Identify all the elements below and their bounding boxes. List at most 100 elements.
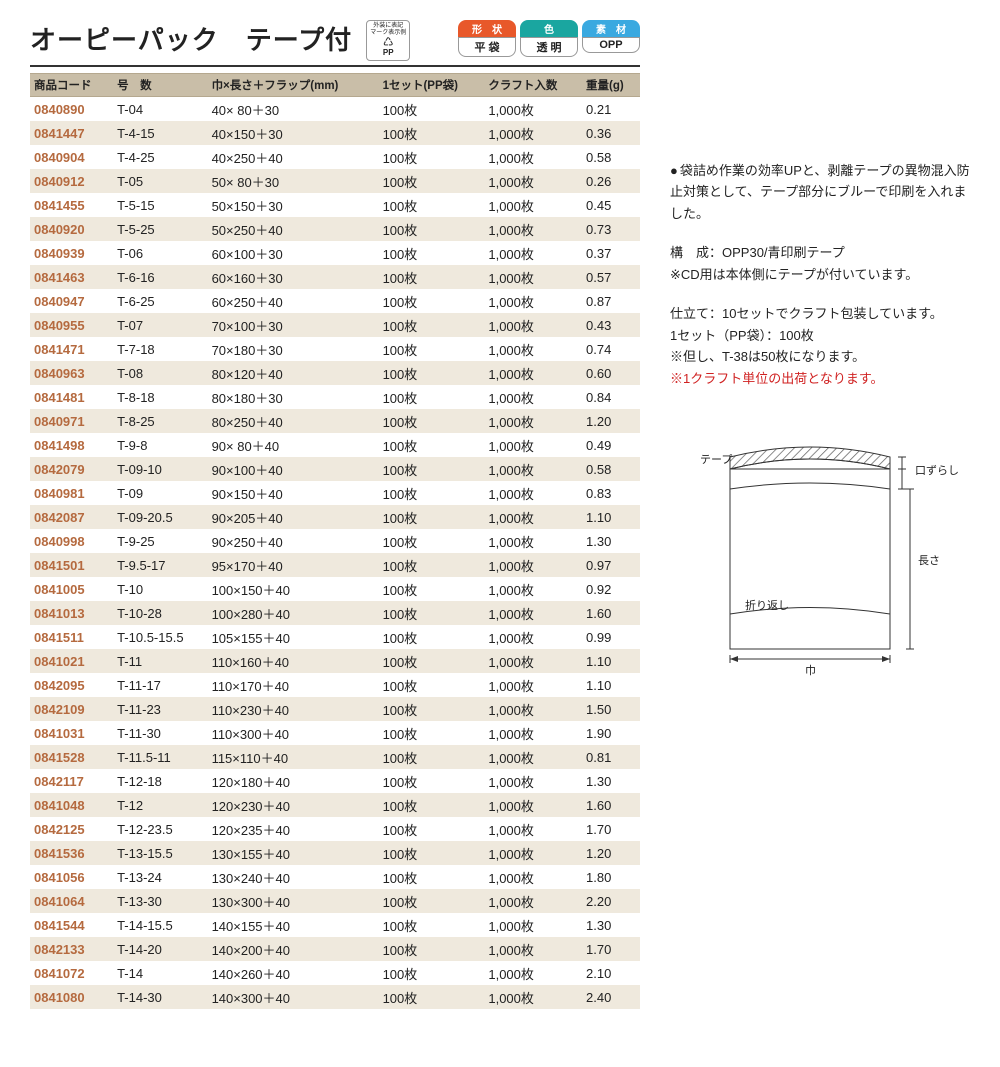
table-cell: T-04 xyxy=(113,97,207,122)
table-cell: 0.57 xyxy=(582,265,640,289)
table-cell: 0.83 xyxy=(582,481,640,505)
table-cell: 100枚 xyxy=(379,937,485,961)
table-cell: 100枚 xyxy=(379,289,485,313)
table-row: 0842095T-11-17110×170＋40100枚1,000枚1.10 xyxy=(30,673,640,697)
product-code: 0840971 xyxy=(30,409,113,433)
table-cell: 100枚 xyxy=(379,961,485,985)
table-cell: T-10 xyxy=(113,577,207,601)
table-cell: 130×240＋40 xyxy=(208,865,379,889)
product-code: 0842117 xyxy=(30,769,113,793)
table-cell: 0.49 xyxy=(582,433,640,457)
table-cell: 1,000枚 xyxy=(484,673,582,697)
product-code: 0840939 xyxy=(30,241,113,265)
product-code: 0841072 xyxy=(30,961,113,985)
product-code: 0840890 xyxy=(30,97,113,122)
table-cell: 1,000枚 xyxy=(484,817,582,841)
table-cell: 0.99 xyxy=(582,625,640,649)
product-code: 0841544 xyxy=(30,913,113,937)
table-cell: T-14-15.5 xyxy=(113,913,207,937)
table-cell: 100枚 xyxy=(379,889,485,913)
table-row: 0841021T-11110×160＋40100枚1,000枚1.10 xyxy=(30,649,640,673)
table-cell: 1,000枚 xyxy=(484,601,582,625)
product-code: 0840920 xyxy=(30,217,113,241)
spec-table: 商品コード号 数巾×長さ＋フラップ(mm)1セット(PP袋)クラフト入数重量(g… xyxy=(30,73,640,1009)
table-cell: 70×180＋30 xyxy=(208,337,379,361)
table-cell: 130×155＋40 xyxy=(208,841,379,865)
table-cell: 1.30 xyxy=(582,913,640,937)
table-cell: 1.70 xyxy=(582,937,640,961)
table-cell: 100枚 xyxy=(379,577,485,601)
product-code: 0841481 xyxy=(30,385,113,409)
table-cell: 100枚 xyxy=(379,337,485,361)
table-cell: T-6-25 xyxy=(113,289,207,313)
table-cell: 100枚 xyxy=(379,241,485,265)
product-code: 0842087 xyxy=(30,505,113,529)
table-cell: 100枚 xyxy=(379,169,485,193)
table-cell: 100枚 xyxy=(379,793,485,817)
table-cell: 100枚 xyxy=(379,145,485,169)
table-cell: 100枚 xyxy=(379,433,485,457)
table-row: 0842133T-14-20140×200＋40100枚1,000枚1.70 xyxy=(30,937,640,961)
table-cell: 2.10 xyxy=(582,961,640,985)
table-cell: 50×150＋30 xyxy=(208,193,379,217)
table-row: 0841463T-6-1660×160＋30100枚1,000枚0.57 xyxy=(30,265,640,289)
table-cell: 140×155＋40 xyxy=(208,913,379,937)
table-cell: 1.70 xyxy=(582,817,640,841)
product-code: 0840947 xyxy=(30,289,113,313)
table-cell: 100枚 xyxy=(379,409,485,433)
column-header: 号 数 xyxy=(113,74,207,97)
table-row: 0842087T-09-20.590×205＋40100枚1,000枚1.10 xyxy=(30,505,640,529)
table-row: 0841072T-14140×260＋40100枚1,000枚2.10 xyxy=(30,961,640,985)
table-cell: 1,000枚 xyxy=(484,721,582,745)
table-cell: 0.43 xyxy=(582,313,640,337)
table-row: 0840890T-0440× 80＋30100枚1,000枚0.21 xyxy=(30,97,640,122)
table-cell: 1,000枚 xyxy=(484,505,582,529)
table-cell: 0.87 xyxy=(582,289,640,313)
table-cell: 2.20 xyxy=(582,889,640,913)
table-cell: 80×250＋40 xyxy=(208,409,379,433)
table-cell: T-13-30 xyxy=(113,889,207,913)
product-code: 0841005 xyxy=(30,577,113,601)
table-cell: 1,000枚 xyxy=(484,193,582,217)
table-row: 0842109T-11-23110×230＋40100枚1,000枚1.50 xyxy=(30,697,640,721)
svg-text:折り返し: 折り返し xyxy=(745,598,789,612)
product-code: 0841013 xyxy=(30,601,113,625)
table-cell: T-13-15.5 xyxy=(113,841,207,865)
table-cell: 100枚 xyxy=(379,121,485,145)
warning-text: ※1クラフト単位の出荷となります。 xyxy=(670,368,970,389)
table-cell: 1,000枚 xyxy=(484,649,582,673)
table-cell: T-9-8 xyxy=(113,433,207,457)
table-cell: 1,000枚 xyxy=(484,697,582,721)
table-cell: 1,000枚 xyxy=(484,121,582,145)
table-cell: 90×250＋40 xyxy=(208,529,379,553)
table-cell: 1,000枚 xyxy=(484,289,582,313)
table-cell: 1,000枚 xyxy=(484,241,582,265)
table-cell: 130×300＋40 xyxy=(208,889,379,913)
table-cell: 1,000枚 xyxy=(484,841,582,865)
product-code: 0841021 xyxy=(30,649,113,673)
table-cell: 0.37 xyxy=(582,241,640,265)
table-row: 0840955T-0770×100＋30100枚1,000枚0.43 xyxy=(30,313,640,337)
product-code: 0840955 xyxy=(30,313,113,337)
table-row: 0841471T-7-1870×180＋30100枚1,000枚0.74 xyxy=(30,337,640,361)
recycle-mark: 外装に表記 マーク表示例 ♺ PP xyxy=(366,20,410,61)
table-cell: 1,000枚 xyxy=(484,529,582,553)
table-row: 0840971T-8-2580×250＋40100枚1,000枚1.20 xyxy=(30,409,640,433)
table-cell: 1,000枚 xyxy=(484,577,582,601)
product-code: 0841080 xyxy=(30,985,113,1009)
svg-text:巾: 巾 xyxy=(805,663,816,677)
table-cell: 1,000枚 xyxy=(484,433,582,457)
table-cell: T-11-17 xyxy=(113,673,207,697)
table-row: 0841481T-8-1880×180＋30100枚1,000枚0.84 xyxy=(30,385,640,409)
table-cell: 1,000枚 xyxy=(484,217,582,241)
product-code: 0841064 xyxy=(30,889,113,913)
table-cell: T-09 xyxy=(113,481,207,505)
table-row: 0841080T-14-30140×300＋40100枚1,000枚2.40 xyxy=(30,985,640,1009)
product-code: 0841447 xyxy=(30,121,113,145)
table-cell: 100×150＋40 xyxy=(208,577,379,601)
table-cell: 0.60 xyxy=(582,361,640,385)
table-cell: 0.84 xyxy=(582,385,640,409)
table-cell: 100枚 xyxy=(379,865,485,889)
table-cell: T-9.5-17 xyxy=(113,553,207,577)
table-cell: 100枚 xyxy=(379,745,485,769)
